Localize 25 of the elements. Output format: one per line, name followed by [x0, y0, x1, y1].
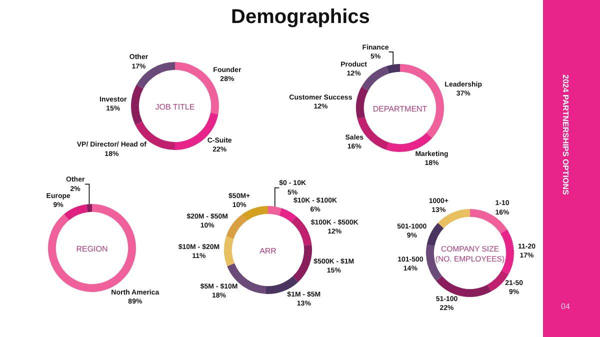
text: REGION: [76, 244, 108, 254]
text: DEPARTMENT: [372, 104, 428, 114]
donut-slice: [386, 64, 400, 74]
donut-slice: [279, 208, 296, 222]
donut-slice: [356, 86, 368, 119]
donut-slice: [268, 206, 282, 216]
donut-slice: [224, 236, 234, 266]
text: Demographics: [231, 6, 370, 28]
donut-slice: [64, 204, 88, 220]
donut-slice: [292, 244, 312, 282]
text: COMPANY SIZE (NO. EMPLOYEES): [435, 244, 505, 264]
donut-slice: [470, 209, 508, 234]
text: 2024 PARTNERSHIPS OPTIONS: [561, 74, 570, 196]
donut-slice: [426, 222, 444, 246]
donut-slice: [86, 204, 92, 212]
donut-slice: [242, 206, 268, 221]
donut-slice: [361, 66, 389, 91]
text: ARR: [260, 246, 277, 256]
text: JOB TITLE: [155, 102, 195, 112]
donut-slice: [436, 276, 492, 297]
donut-slice: [291, 216, 312, 246]
text: 04: [561, 302, 570, 311]
donut-slice: [226, 214, 247, 239]
donut-slice: [131, 84, 144, 125]
donut-slice: [386, 132, 432, 152]
